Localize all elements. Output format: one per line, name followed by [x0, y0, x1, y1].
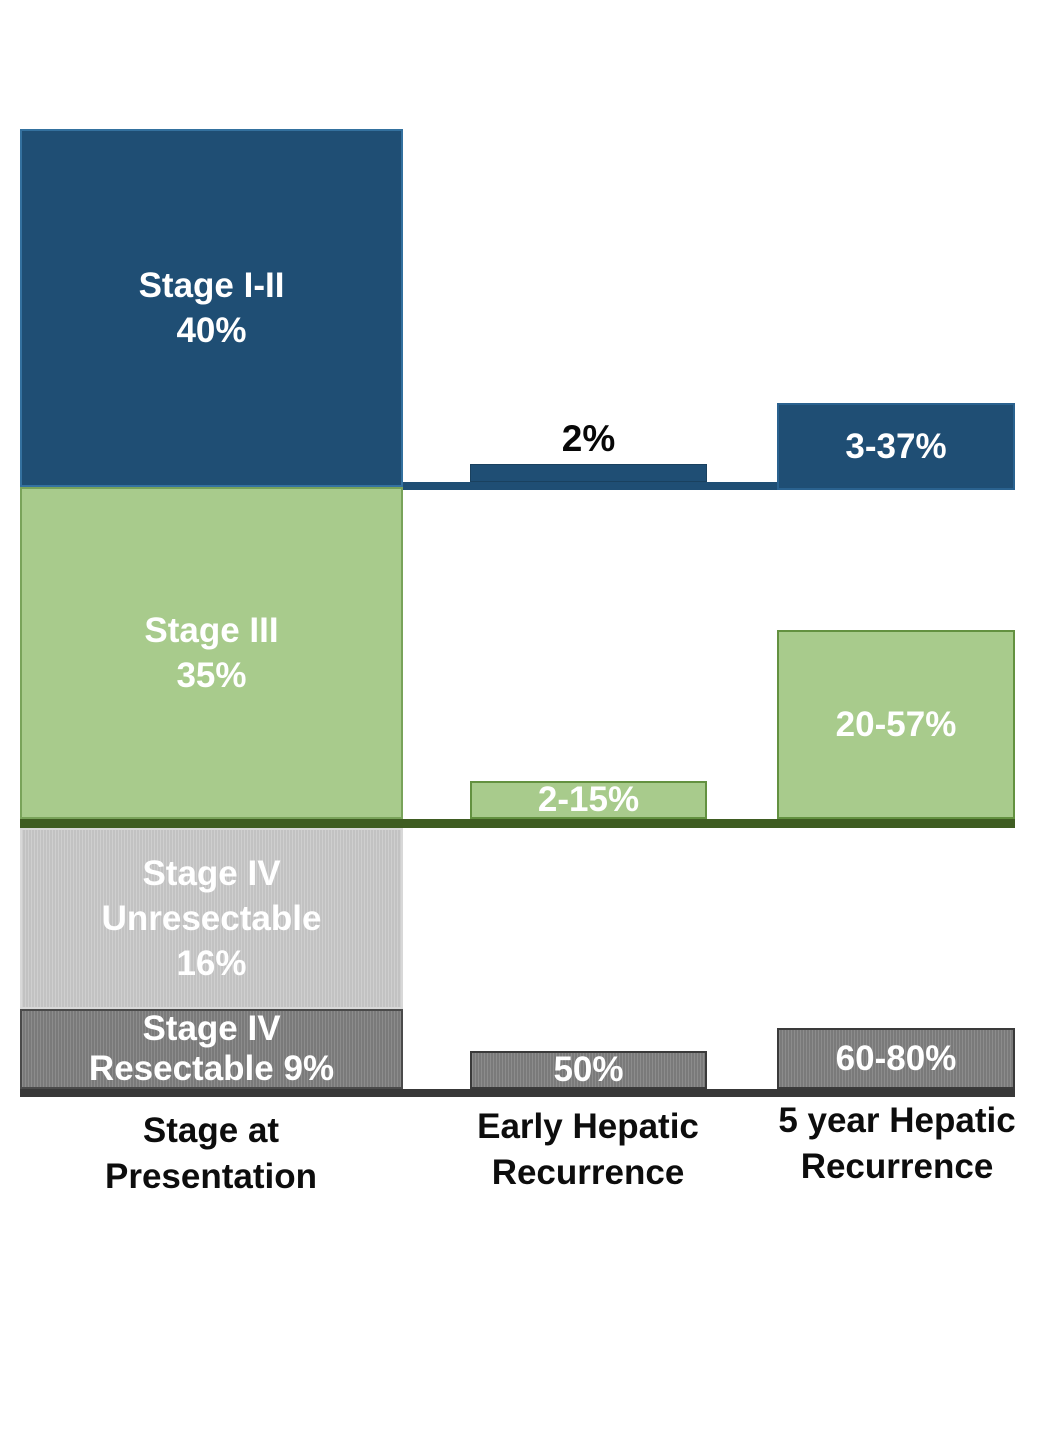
segment-label: Stage IV	[142, 854, 281, 893]
baseline-stage12	[403, 482, 1015, 490]
segment-label: Stage I-II	[138, 266, 285, 305]
x-axis-label-line: Early Hepatic	[477, 1107, 699, 1146]
x-axis-label-line: 5 year Hepatic	[778, 1101, 1016, 1140]
value-bar-5y-stage4: 60-80%	[777, 1028, 1015, 1089]
segment-label: Stage IV	[142, 1009, 281, 1048]
segment-value: 35%	[176, 656, 247, 695]
x-axis-label-line: Recurrence	[491, 1153, 685, 1192]
segment-value: Resectable 9%	[88, 1049, 335, 1088]
value-label-early-stage12: 2%	[561, 418, 616, 459]
x-axis-label-early-recurrence: Early Hepatic Recurrence	[388, 1104, 788, 1196]
value-bar-early-stage12	[470, 464, 707, 482]
baseline-stage4	[20, 1089, 1015, 1097]
x-axis-label-line: Presentation	[105, 1157, 317, 1196]
stacked-segment-stage4-unresectable: Stage IV Unresectable 16%	[20, 828, 403, 1009]
segment-value: 16%	[176, 944, 247, 983]
segment-label: Stage III	[144, 611, 279, 650]
stacked-segment-stage3: Stage III 35%	[20, 487, 403, 819]
segment-value: 40%	[176, 311, 247, 350]
stacked-segment-stage1-2: Stage I-II 40%	[20, 129, 403, 487]
segment-label: Unresectable	[101, 899, 322, 938]
baseline-stage3	[20, 819, 1015, 828]
bar-value: 3-37%	[845, 426, 947, 466]
value-bar-early-stage3: 2-15%	[470, 781, 707, 819]
x-axis-label-line: Recurrence	[800, 1147, 994, 1186]
value-bar-early-stage4: 50%	[470, 1051, 707, 1089]
bar-value: 20-57%	[835, 704, 957, 744]
bar-value: 60-80%	[835, 1038, 957, 1078]
x-axis-label-5-year-recurrence: 5 year Hepatic Recurrence	[697, 1098, 1056, 1190]
stacked-segment-stage4-resectable: Stage IV Resectable 9%	[20, 1009, 403, 1089]
x-axis-label-line: Stage at	[142, 1111, 280, 1150]
value-bar-5y-stage3: 20-57%	[777, 630, 1015, 819]
value-bar-5y-stage12: 3-37%	[777, 403, 1015, 490]
bar-value: 2-15%	[537, 780, 640, 819]
bar-value: 50%	[553, 1050, 624, 1089]
x-axis-label-presentation: Stage at Presentation	[11, 1108, 411, 1200]
